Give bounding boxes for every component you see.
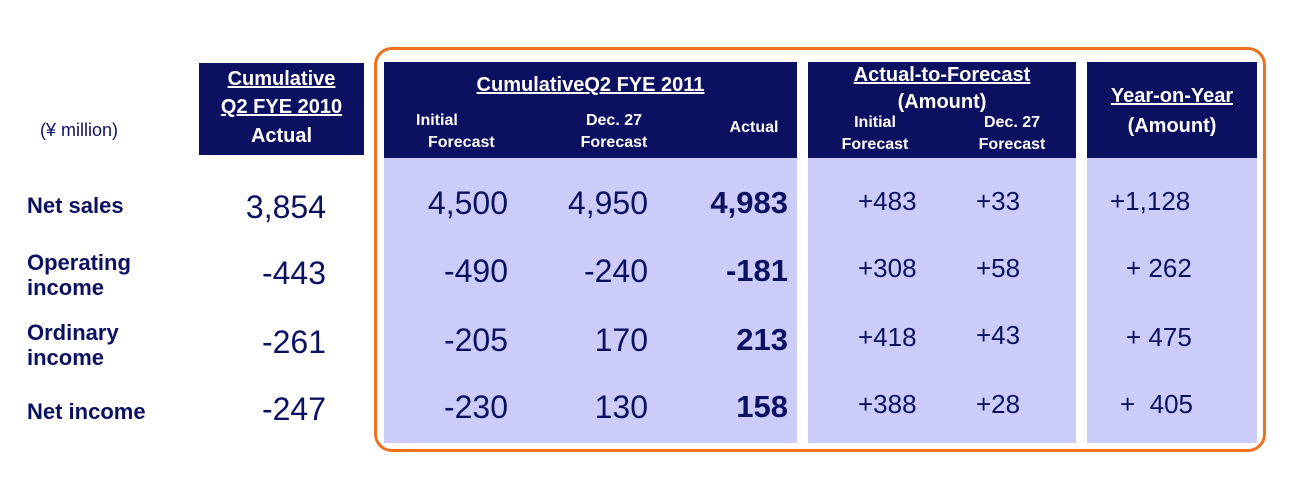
- highlight-frame: [374, 47, 1266, 452]
- cell-prev-ordinary: -261: [261, 324, 326, 360]
- header-a2f-initial-2: Forecast: [841, 136, 909, 153]
- cell-dec-operating: -240: [583, 253, 648, 289]
- cell-a2f-dec-ordinary: +43: [976, 320, 1021, 350]
- header-prev-line1: Cumulative: [227, 68, 336, 90]
- cell-initial-operating: -490: [443, 253, 508, 289]
- panel-a2f: [808, 158, 1076, 443]
- row-label-ordinary-2: income: [27, 345, 105, 370]
- cell-dec-net-income: 130: [594, 389, 648, 425]
- row-label-net-income: Net income: [27, 399, 146, 424]
- header-fy2011-initial-1: Initial: [416, 112, 458, 129]
- cell-initial-ordinary: -205: [443, 322, 508, 358]
- header-fy2011-initial-2: Forecast: [428, 134, 495, 151]
- cell-actual-ordinary: 213: [736, 322, 788, 357]
- header-a2f-title: Actual-to-Forecast: [853, 64, 1031, 86]
- cell-actual-operating: -181: [725, 253, 788, 288]
- header-a2f-dec-2: Forecast: [978, 136, 1046, 153]
- cell-yoy-ordinary: + 475: [1126, 322, 1192, 352]
- panel-yoy: [1087, 158, 1257, 443]
- unit-label: (¥ million): [40, 120, 119, 140]
- cell-yoy-net-income: + 405: [1120, 389, 1194, 419]
- header-prev-line2: Q2 FYE 2010: [220, 96, 343, 118]
- row-label-net-sales: Net sales: [27, 193, 124, 218]
- row-label-operating-2: income: [27, 275, 105, 300]
- header-prev-year: Cumulative Q2 FYE 2010 Actual: [199, 63, 364, 155]
- cell-a2f-initial-operating: +308: [858, 253, 917, 283]
- cell-initial-net-income: -230: [443, 389, 508, 425]
- panel-fy2011: [384, 158, 797, 443]
- header-a2f-dec-1: Dec. 27: [983, 114, 1041, 131]
- row-label-ordinary-1: Ordinary: [27, 320, 119, 345]
- cell-a2f-initial-net-sales: +483: [858, 186, 917, 216]
- cell-prev-net-sales: 3,854: [245, 189, 326, 225]
- header-fy2011-actual: Actual: [729, 119, 779, 136]
- cell-a2f-dec-operating: +58: [976, 253, 1021, 283]
- cell-actual-net-sales: 4,983: [710, 185, 788, 220]
- cell-prev-net-income: -247: [261, 391, 326, 427]
- header-yoy-subtitle: (Amount): [1127, 115, 1217, 137]
- header-yoy-title: Year-on-Year: [1110, 85, 1234, 107]
- header-a2f-initial-1: Initial: [854, 114, 896, 131]
- header-fy2011: CumulativeQ2 FYE 2011 Initial Forecast D…: [384, 62, 797, 158]
- cell-dec-ordinary: 170: [594, 322, 648, 358]
- cell-a2f-initial-ordinary: +418: [858, 322, 917, 352]
- cell-a2f-dec-net-income: +28: [976, 389, 1021, 419]
- cell-yoy-net-sales: +1,128: [1110, 186, 1191, 216]
- header-a2f-subtitle: (Amount): [897, 91, 987, 113]
- header-yoy: Year-on-Year (Amount): [1087, 62, 1257, 158]
- cell-a2f-initial-net-income: +388: [858, 389, 917, 419]
- header-a2f: Actual-to-Forecast (Amount) Initial Fore…: [808, 62, 1076, 158]
- header-fy2011-dec-1: Dec. 27: [585, 112, 643, 129]
- header-fy2011-dec-2: Forecast: [580, 134, 648, 151]
- cell-prev-operating: -443: [261, 255, 326, 291]
- cell-actual-net-income: 158: [736, 389, 788, 424]
- cell-yoy-operating: + 262: [1126, 253, 1192, 283]
- cell-a2f-dec-net-sales: +33: [976, 186, 1021, 216]
- header-fy2011-title: CumulativeQ2 FYE 2011: [476, 74, 705, 96]
- cell-dec-net-sales: 4,950: [567, 185, 648, 221]
- cell-initial-net-sales: 4,500: [427, 185, 508, 221]
- header-prev-line3: Actual: [250, 125, 313, 147]
- row-label-operating-1: Operating: [27, 250, 131, 275]
